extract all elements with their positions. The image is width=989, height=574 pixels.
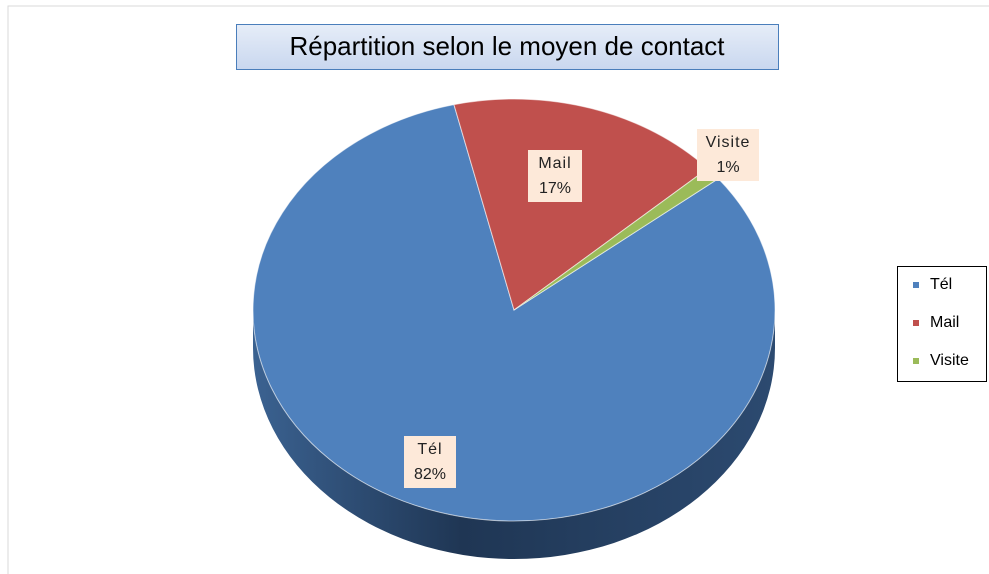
- legend-label: Tél: [930, 276, 952, 293]
- slice: [453, 98, 709, 311]
- slice-side: [253, 310, 775, 559]
- data-label-value: 17%: [539, 180, 571, 197]
- data-label-category: Mail: [538, 155, 571, 172]
- legend-swatch: [913, 320, 919, 326]
- data-label-box: [528, 150, 582, 202]
- pie: Tél 82% Mail 17% Visite 1%: [252, 98, 776, 559]
- chart-border: [7, 5, 989, 574]
- chart-title: Répartition selon le moyen de contact: [289, 31, 725, 61]
- data-label-value: 1%: [716, 159, 739, 176]
- legend-label: Visite: [930, 352, 969, 369]
- data-label-value: 82%: [414, 466, 446, 483]
- legend-box: [897, 266, 987, 382]
- data-label-category: Visite: [706, 134, 751, 151]
- data-label-category: Tél: [417, 441, 442, 458]
- legend-swatch: [913, 358, 919, 364]
- legend-label: Mail: [930, 314, 959, 331]
- title-box: [236, 24, 779, 70]
- data-label-box: [697, 129, 759, 181]
- legend-swatch: [913, 282, 919, 288]
- slice: [252, 104, 776, 522]
- data-label-box: [404, 436, 456, 488]
